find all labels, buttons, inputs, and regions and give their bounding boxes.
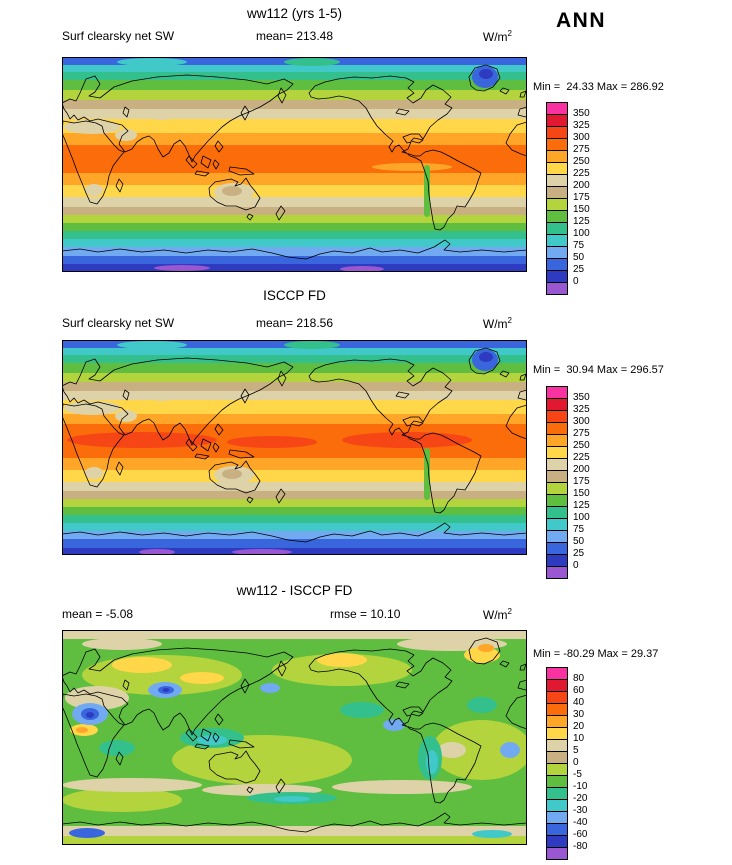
panel3-mean-value: mean = -5.08 (62, 607, 134, 621)
colorbar-tick-label: 80 (573, 673, 585, 684)
panel2-minmax: Min = 30.94 Max = 296.57 (533, 364, 664, 376)
colorbar-tick-label: 250 (573, 440, 590, 451)
colorbar-tick-label: 50 (573, 536, 585, 547)
colorbar-tick-label: 5 (573, 745, 579, 756)
panel2-mean-value: mean= 218.56 (255, 316, 334, 330)
colorbar-tick-label: 75 (573, 240, 585, 251)
colorbar-tick-label: 20 (573, 721, 585, 732)
colorbar-tick-label: 25 (573, 264, 585, 275)
colorbar-tick-label: 30 (573, 709, 585, 720)
colorbar-tick-label: -80 (573, 841, 588, 852)
panel2-title: ISCCP FD (263, 288, 326, 303)
colorbar-tick-label: 200 (573, 180, 590, 191)
colorbar-tick-label: 175 (573, 476, 590, 487)
colorbar-tick-label: 100 (573, 228, 590, 239)
colorbar-tick-label: 175 (573, 192, 590, 203)
panel1-mean-value: mean= 213.48 (255, 29, 334, 43)
colorbar-tick-label: 250 (573, 156, 590, 167)
colorbar-tick-label: 10 (573, 733, 585, 744)
colorbar-tick-label: 0 (573, 757, 579, 768)
season-label: ANN (556, 9, 606, 32)
panel3-units-label: W/m2 (62, 607, 512, 622)
world-map-svg-obs (62, 340, 527, 555)
colorbar-tick-label: 200 (573, 464, 590, 475)
world-map-svg-diff (62, 630, 527, 845)
colorbar-tick-label: 275 (573, 428, 590, 439)
panel2-field-label: Surf clearsky net SW (62, 316, 175, 330)
colorbar-tick-label: 25 (573, 548, 585, 559)
panel2-colorbar: 350 325 300 275 250 225 200 175 150 125 100 75 50 25 0 (546, 386, 626, 579)
colorbar-tick-label: 350 (573, 392, 590, 403)
panel1-colorbar: 350 325 300 275 250 225 200 175 150 125 100 75 50 25 0 (546, 102, 626, 295)
colorbar-tick-label: 0 (573, 560, 579, 571)
map-frame (62, 57, 527, 272)
panel1-map (62, 57, 527, 272)
panel1-title: ww112 (yrs 1-5) (246, 6, 343, 21)
panel1-field-label: Surf clearsky net SW (62, 29, 175, 43)
units-base: W/m (482, 317, 508, 331)
units-base: W/m (482, 608, 508, 622)
colorbar-tick-label: -5 (573, 769, 582, 780)
map-frame (62, 340, 527, 555)
panel3-minmax: Min = -80.29 Max = 29.37 (533, 648, 659, 660)
colorbar-tick-label: -30 (573, 805, 588, 816)
colorbar-tick-label: 125 (573, 216, 590, 227)
colorbar-tick-label: 300 (573, 132, 590, 143)
panel1-units-label: W/m2 (62, 29, 512, 44)
units-exponent: 2 (507, 607, 512, 616)
panel3-title: ww112 - ISCCP FD (236, 583, 353, 598)
climate-feature-patches (64, 341, 498, 555)
colorbar-tick-label: -20 (573, 793, 588, 804)
colorbar-tick-label: 40 (573, 697, 585, 708)
panel1-minmax: Min = 24.33 Max = 286.92 (533, 81, 664, 93)
colorbar-tick-label: 350 (573, 108, 590, 119)
colorbar-tick-label: 225 (573, 452, 590, 463)
colorbar-box (546, 847, 568, 860)
colorbar-tick-label: 275 (573, 144, 590, 155)
colorbar-tick-label: 100 (573, 512, 590, 523)
units-exponent: 2 (507, 29, 512, 38)
panel2-units-label: W/m2 (62, 316, 512, 331)
panel2-map (62, 340, 527, 555)
colorbar-tick-label: 325 (573, 404, 590, 415)
colorbar-tick-label: -40 (573, 817, 588, 828)
units-base: W/m (482, 30, 508, 44)
colorbar-tick-label: 325 (573, 120, 590, 131)
units-exponent: 2 (507, 316, 512, 325)
panel3-colorbar: 80 60 40 30 20 10 5 0 -5 -10 -20 -30 -40 -60 -80 (546, 667, 626, 860)
colorbar-tick-label: 225 (573, 168, 590, 179)
colorbar-tick-label: 150 (573, 488, 590, 499)
panel3-rmse-value: rmse = 10.10 (330, 607, 401, 621)
panel3-map (62, 630, 527, 845)
climate-feature-patches (64, 58, 498, 272)
colorbar-tick-label: 50 (573, 252, 585, 263)
colorbar-tick-label: 60 (573, 685, 585, 696)
colorbar-tick-label: 300 (573, 416, 590, 427)
colorbar-tick-label: 75 (573, 524, 585, 535)
colorbar-box (546, 282, 568, 295)
colorbar-tick-label: 150 (573, 204, 590, 215)
colorbar-tick-label: 125 (573, 500, 590, 511)
world-map-svg-model (62, 57, 527, 272)
colorbar-tick-label: -10 (573, 781, 588, 792)
colorbar-box (546, 566, 568, 579)
colorbar-tick-label: -60 (573, 829, 588, 840)
map-frame (62, 630, 527, 845)
difference-field (62, 630, 527, 845)
colorbar-tick-label: 0 (573, 276, 579, 287)
zonal-bands (62, 57, 527, 272)
